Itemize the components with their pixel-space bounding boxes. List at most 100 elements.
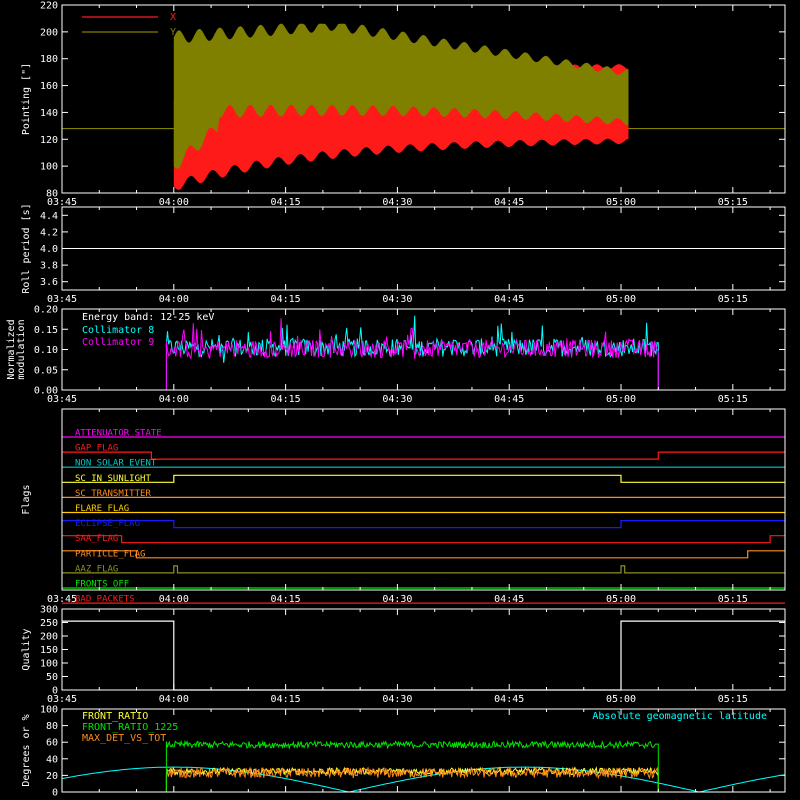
legend-label: FRONT_RATIO [82,711,148,722]
x-tick-label: 04:00 [159,197,189,208]
y-tick-label: 220 [40,1,58,12]
x-tick-label: 03:45 [47,694,77,705]
series-y-band [173,23,629,169]
y-tick-label: 3.8 [40,261,58,272]
flag-label: SC_TRANSMITTER [75,489,151,499]
series-collimator-8 [165,315,659,390]
y-tick-label: 80 [46,189,58,200]
y-tick-label: 80 [46,721,58,732]
legend-label: Absolute geomagnetic latitude [592,711,767,722]
y-tick-label: 0 [52,686,58,697]
y-tick-label: 0.10 [34,345,58,356]
y-axis-label: Pointing ["] [21,63,32,135]
x-tick-label: 04:15 [271,694,301,705]
x-tick-label: 04:15 [271,197,301,208]
quality-line [62,620,785,691]
x-tick-label: 04:45 [494,594,524,605]
y-tick-label: 200 [40,27,58,38]
flag-label: PARTICLE_FLAG [75,549,145,559]
legend-label: MAX_DET_VS_TOT [82,733,166,744]
x-tick-label: 04:15 [271,594,301,605]
y-tick-label: 4.0 [40,244,58,255]
flag-line-saa-flag [62,535,785,544]
y-axis-label: Flags [21,484,32,514]
panel-frame [61,206,786,291]
series-front-ratio [165,766,659,792]
y-tick-label: 40 [46,754,58,765]
flag-label: FLARE_FLAG [75,504,129,514]
x-tick-label: 04:00 [159,594,189,605]
flag-label: ECLIPSE_FLAG [75,519,140,529]
x-tick-label: 04:00 [159,394,189,405]
y-tick-label: 300 [40,605,58,616]
x-tick-label: 05:00 [606,694,636,705]
y-tick-label: 0.20 [34,305,58,316]
flag-label: FRONTS_OFF [75,580,129,590]
y-axis-label: modulation [16,319,27,379]
y-tick-label: 100 [40,659,58,670]
x-tick-label: 03:45 [47,594,77,605]
flag-line-eclipse-flag [62,519,785,529]
x-tick-label: 05:15 [718,594,748,605]
y-tick-label: 100 [40,162,58,173]
legend-label: X [170,12,176,23]
y-tick-label: 120 [40,135,58,146]
x-tick-label: 03:45 [47,197,77,208]
series-front-ratio-1225 [165,739,659,792]
y-tick-label: 150 [40,645,58,656]
series-geomagnetic-latitude [61,766,786,793]
y-tick-label: 0.00 [34,386,58,397]
y-tick-label: 3.6 [40,277,58,288]
y-tick-label: 140 [40,108,58,119]
legend-label: Y [170,27,176,38]
energy-band-annotation: Energy band: 12-25 keV [82,312,214,323]
x-tick-label: 03:45 [47,294,77,305]
legend-label: Collimator 8 [82,325,154,336]
panel-frame [61,308,786,391]
x-tick-label: 05:00 [606,594,636,605]
panel-frame [61,708,786,793]
y-axis-label: Normalized [6,319,17,379]
flag-label: SAA_FLAG [75,534,118,544]
legend-label: Collimator 9 [82,337,154,348]
y-axis-label: Roll period [s] [21,203,32,293]
flag-label: SC_IN_SUNLIGHT [75,474,151,484]
series-max-det-vs-tot [165,766,659,792]
legend-label: FRONT_RATIO_1225 [82,722,178,733]
x-tick-label: 05:15 [718,394,748,405]
y-tick-label: 0 [52,788,58,799]
panel-frame [61,4,786,194]
panel-frame [61,408,786,591]
y-axis-label: Degrees or % [21,714,32,786]
flag-label: BAD_PACKETS [75,595,135,605]
x-tick-label: 05:00 [606,394,636,405]
x-tick-label: 04:00 [159,294,189,305]
y-tick-label: 100 [40,705,58,716]
x-tick-label: 03:45 [47,394,77,405]
x-tick-label: 04:45 [494,294,524,305]
flag-label: GAP_FLAG [75,444,118,454]
flag-label: AAZ_FLAG [75,564,118,574]
x-tick-label: 05:15 [718,694,748,705]
y-tick-label: 180 [40,54,58,65]
y-tick-label: 20 [46,771,58,782]
x-tick-label: 04:30 [382,594,412,605]
x-tick-label: 04:30 [382,294,412,305]
y-tick-label: 250 [40,618,58,629]
x-tick-label: 04:15 [271,294,301,305]
flag-line-gap-flag [62,451,785,460]
x-tick-label: 05:00 [606,197,636,208]
x-tick-label: 04:30 [382,394,412,405]
x-tick-label: 04:30 [382,197,412,208]
x-tick-label: 04:15 [271,394,301,405]
x-tick-label: 05:15 [718,294,748,305]
x-tick-label: 04:00 [159,694,189,705]
flag-label: ATTENUATOR_STATE [75,429,162,439]
flag-line-aaz-flag [62,565,785,574]
series-collimator-9 [165,318,659,390]
x-tick-label: 04:30 [382,694,412,705]
y-tick-label: 0.05 [34,365,58,376]
y-tick-label: 0.15 [34,325,58,336]
